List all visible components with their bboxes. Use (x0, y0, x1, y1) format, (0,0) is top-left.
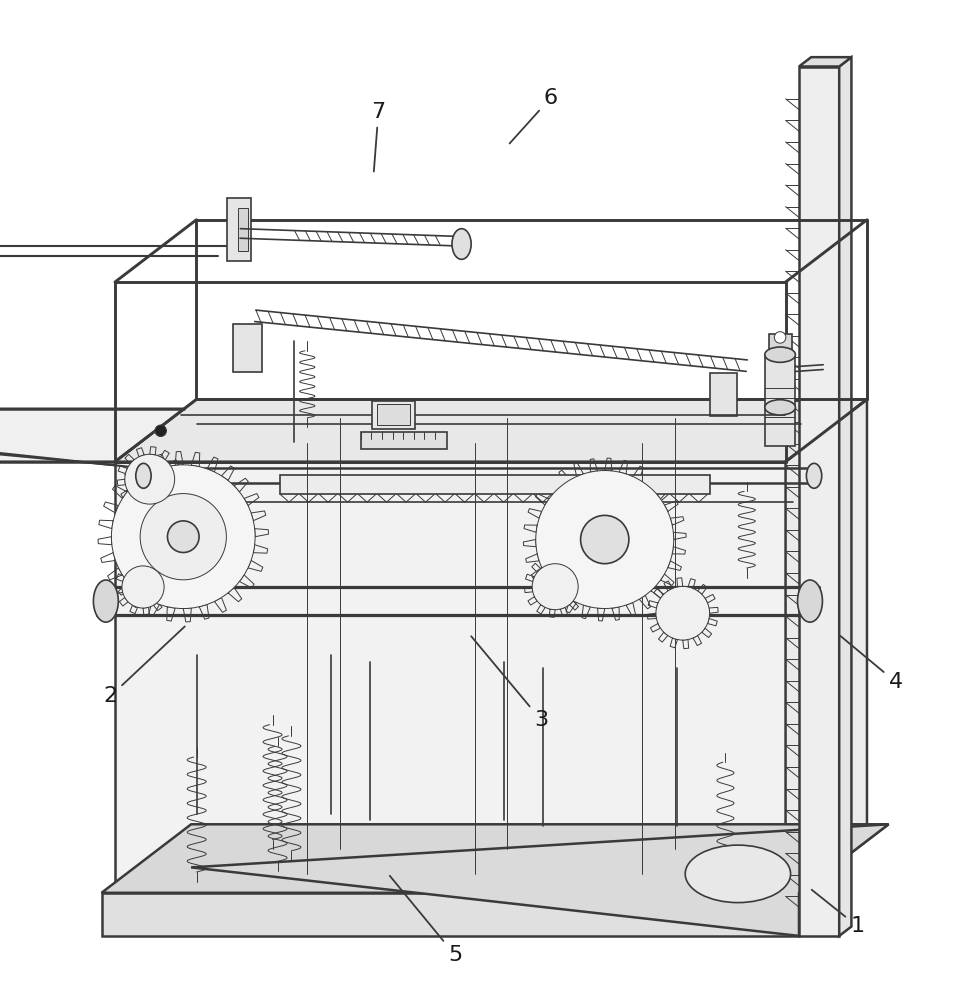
Circle shape (536, 471, 673, 608)
Circle shape (125, 454, 174, 504)
Bar (710, 373, 738, 416)
Polygon shape (799, 57, 852, 67)
Bar (768, 334, 791, 355)
Text: 4: 4 (840, 636, 902, 692)
Polygon shape (115, 462, 786, 893)
Circle shape (122, 566, 164, 608)
Ellipse shape (452, 229, 471, 259)
Ellipse shape (764, 347, 795, 362)
Ellipse shape (685, 845, 790, 903)
Circle shape (111, 465, 255, 609)
Bar (281, 475, 710, 494)
Circle shape (533, 564, 578, 610)
Polygon shape (102, 893, 799, 936)
Text: 1: 1 (811, 890, 864, 936)
Ellipse shape (136, 463, 151, 488)
Circle shape (774, 332, 786, 343)
Polygon shape (786, 399, 867, 893)
Bar (361, 432, 447, 449)
Polygon shape (0, 409, 184, 462)
Bar (233, 324, 262, 372)
Polygon shape (799, 67, 839, 936)
Circle shape (155, 425, 167, 437)
Bar (238, 208, 247, 251)
Circle shape (581, 515, 628, 564)
Ellipse shape (94, 580, 118, 622)
Circle shape (168, 521, 199, 552)
Ellipse shape (764, 400, 795, 415)
Bar (764, 355, 795, 446)
Ellipse shape (797, 580, 822, 622)
Polygon shape (191, 824, 888, 936)
Polygon shape (839, 57, 852, 936)
Bar (376, 404, 410, 425)
Text: 2: 2 (103, 626, 185, 706)
Polygon shape (115, 399, 867, 462)
Polygon shape (102, 824, 888, 893)
Text: 5: 5 (390, 876, 462, 965)
Text: 7: 7 (372, 102, 385, 172)
Circle shape (140, 494, 226, 580)
Ellipse shape (807, 463, 822, 488)
Bar (226, 198, 250, 261)
Text: 6: 6 (510, 88, 558, 143)
Bar (372, 401, 415, 429)
Text: 3: 3 (471, 636, 548, 730)
Circle shape (656, 586, 710, 640)
